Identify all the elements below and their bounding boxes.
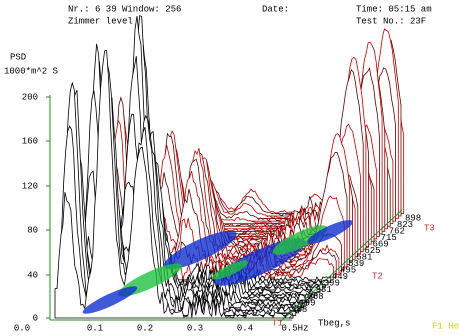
depth-tick-label: 399	[324, 279, 340, 289]
trace-label: T1	[272, 318, 283, 328]
trace-label: T2	[372, 271, 383, 281]
depth-tick-label: 495	[340, 266, 356, 276]
header-time: Time: 05:15 am	[356, 4, 432, 14]
y-title: PSD	[10, 52, 26, 62]
depth-axis	[279, 209, 403, 323]
x-tick-label: 0.0	[14, 323, 30, 333]
y-tick-label: 40	[27, 270, 38, 280]
depth-tick-label: 72	[283, 311, 294, 321]
depth-tick-label: 715	[381, 233, 397, 243]
spectrum-trace	[54, 50, 294, 319]
x-tick-label: 0.5Hz	[281, 323, 308, 333]
depth-title: Tbeg,s	[318, 318, 350, 328]
depth-tick-label: 823	[397, 220, 413, 230]
depth-tick-label: 581	[356, 253, 372, 263]
y-tick-label: 120	[22, 181, 38, 191]
depth-tick-label: 449	[332, 272, 348, 282]
y-tick-label: 0	[33, 313, 38, 323]
x-tick-label: 0.4	[237, 323, 253, 333]
header-line1: Nr.: 6 39 Window: 256	[68, 4, 181, 14]
header-test: Test No.: 23F	[356, 16, 426, 26]
depth-tick-label: 898	[405, 213, 421, 223]
x-tick-label: 0.1	[87, 323, 103, 333]
x-tick-label: 0.2	[137, 323, 153, 333]
depth-tick-label: 762	[389, 226, 405, 236]
color-patch	[163, 230, 237, 270]
color-patch	[272, 225, 328, 255]
depth-tick-label: 625	[364, 246, 380, 256]
color-patch	[307, 220, 353, 244]
color-patch	[211, 260, 249, 280]
y-tick-label: 80	[27, 225, 38, 235]
waterfall	[54, 15, 405, 319]
depth-tick-label: 331	[316, 285, 332, 295]
color-patch	[82, 286, 138, 314]
depth-tick-label: 539	[348, 259, 364, 269]
x-tick-label: 0.3	[187, 323, 203, 333]
depth-tick-label: 268	[307, 292, 323, 302]
depth-tick-label: 138	[291, 305, 307, 315]
trace-label: T3	[424, 223, 435, 233]
y-tick-label: 200	[22, 92, 38, 102]
header-line2: Zimmer level	[68, 16, 133, 26]
footer-help: F1 Help	[432, 321, 460, 331]
y-tick-label: 160	[22, 136, 38, 146]
depth-tick-label: 199	[299, 298, 315, 308]
y-unit: 1000*m^2 S	[4, 66, 58, 76]
header-date: Date:	[262, 4, 289, 14]
depth-tick-label: 669	[372, 240, 388, 250]
